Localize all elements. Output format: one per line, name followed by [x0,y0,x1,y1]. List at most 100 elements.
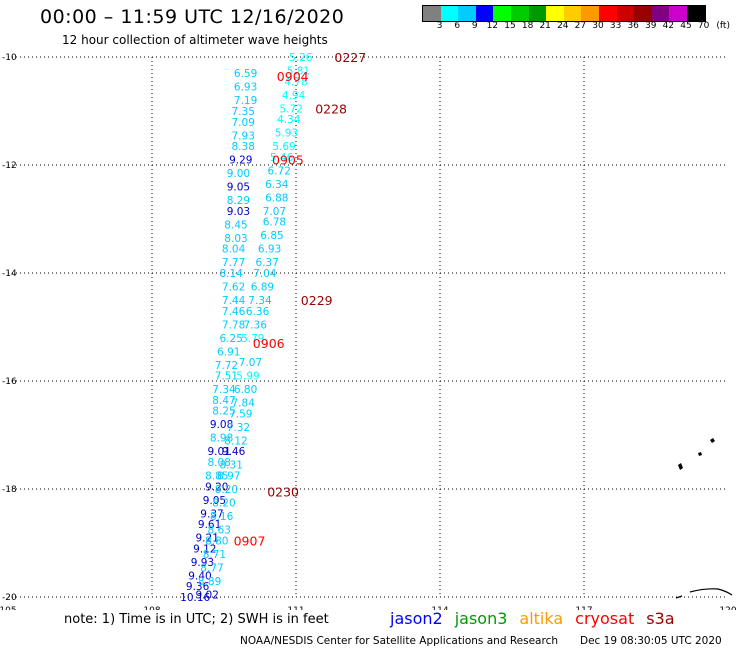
colorbar-label: 70 [697,21,710,31]
wave-height-value: 5.93 [275,128,298,140]
pass-time-label: 0905 [272,153,304,168]
colorbar-label: 27 [574,21,587,31]
wave-height-value: 5.72 [280,103,303,115]
wave-height-value: 8.14 [220,268,244,280]
wave-height-value: 7.19 [234,95,257,107]
wave-height-value: 4.34 [277,114,301,126]
pass-time-label: 0229 [301,293,333,308]
wave-height-value: 8.20 [212,498,235,510]
wave-height-map: 105 108 111 114 117 120 -10 -12 -14 -16 -18 -20 6.5… [0,50,737,610]
wave-height-value: 9.93 [191,557,214,569]
wave-height-value: 6.80 [234,384,257,396]
wave-height-value: 8.45 [224,219,247,231]
colorbar-label: 21 [539,21,551,31]
wave-height-value: 6.93 [258,244,281,256]
wave-height-value: 5.81 [287,66,310,78]
wave-height-value: 8.29 [227,195,250,207]
time-labels: 0227 0904 0228 0905 0229 0906 0230 0907 [234,50,367,548]
lat-tick-label: -14 [2,269,17,279]
wave-height-value: 7.36 [244,319,268,331]
wave-height-value: 9.02 [196,589,219,601]
wave-height-value: 8.38 [232,141,255,153]
wave-height-value: 9.05 [227,182,250,194]
colorbar-swatch [581,6,599,21]
wave-height-value: 6.93 [234,82,257,94]
wave-height-value: 7.09 [232,117,255,129]
wave-height-value: 8.04 [222,244,246,256]
mission-legend-item: jason2 [390,609,443,628]
wave-height-colorbar [422,5,706,22]
wave-height-value: 7.77 [222,257,245,269]
wave-height-value: 8.12 [224,435,247,447]
colorbar-swatch [458,6,476,21]
wave-height-value: 6.88 [265,192,288,204]
colorbar-swatch [528,6,547,21]
map-grid [8,56,728,598]
colorbar-swatch [651,6,670,21]
lon-tick-label: 120 [719,606,736,610]
wave-height-value: 7.62 [222,282,245,294]
lat-tick-label: -18 [2,485,17,495]
colorbar-swatch [616,6,635,21]
wave-height-value: 5.69 [272,141,295,153]
wave-height-value: 7.35 [232,106,255,118]
wave-height-value: 8.47 [212,395,235,407]
pass-time-label: 0904 [277,69,309,84]
wave-height-value: 6.59 [234,68,257,80]
wave-height-value: 7.51 [215,371,238,383]
wave-height-value: 9.03 [227,206,250,218]
wave-height-value: 8.03 [224,233,247,245]
wave-height-value: 7.46 [222,306,246,318]
colorbar-label: 9 [471,21,478,31]
wave-height-value: 7.72 [215,360,238,372]
wave-height-value: 6.25 [220,333,243,345]
wave-height-value: 8.77 [200,562,223,574]
wave-height-value: 6.36 [246,306,270,318]
colorbar-label: 24 [557,21,569,31]
wave-height-value: 7.78 [222,319,245,331]
lat-tick-label: -12 [2,161,17,171]
wave-height-value: 8.25 [212,406,235,418]
colorbar-swatch [475,6,494,21]
wave-height-value: 9.37 [200,508,223,520]
lat-tick-label: -20 [2,593,17,603]
wave-height-value: 7.07 [263,206,286,218]
colorbar-swatch [546,6,564,21]
colorbar-label: 39 [645,21,657,31]
axis-ticks: 105 108 111 114 117 120 -10 -12 -14 -16 -18 -20 [0,53,737,610]
colorbar-swatch [563,6,582,21]
colorbar-swatch [423,6,441,21]
wave-height-value: 7.07 [239,357,262,369]
island-shape [678,463,683,470]
wave-height-value: 6.72 [268,165,291,177]
wave-height-value: 7.34 [212,384,236,396]
mission-legend-item: altika [519,609,564,628]
wave-height-value: 8.08 [208,457,231,469]
wave-height-value: 5.46 [270,152,294,164]
wave-height-value: 7.44 [222,295,246,307]
wave-height-value: 5.79 [241,333,264,345]
wave-height-value: 7.32 [227,422,250,434]
wave-height-value: 10.16 [180,592,210,604]
map-title: 00:00 – 11:59 UTC 12/16/2020 [40,6,345,28]
wave-height-value: 6.34 [265,179,289,191]
colorbar-label: 33 [609,21,622,31]
wave-height-value: 8.63 [208,525,231,537]
wave-height-value: 4.78 [284,76,307,88]
wave-height-value: 9.01 [208,446,231,458]
lon-tick-label: 117 [575,606,592,610]
island-shape [710,438,715,443]
timestamp-text: Dec 19 08:30:05 UTC 2020 [580,635,722,647]
wave-height-value: 9.40 [188,570,211,582]
lat-tick-label: -16 [2,377,17,387]
mission-legend-item: s3a [646,609,675,628]
credit-text: NOAA/NESDIS Center for Satellite Applica… [240,635,558,647]
wave-height-value: 5.99 [236,371,259,383]
wave-height-value: 9.36 [186,581,210,593]
wave-height-value: 7.93 [232,130,255,142]
mission-legend: jason2 jason3 altika cryosat s3a [390,609,687,628]
colorbar-label: 3 [436,21,443,31]
lon-tick-label: 111 [287,606,304,610]
wave-height-value: 9.05 [203,495,226,507]
wave-height-value: 8.16 [210,511,234,523]
